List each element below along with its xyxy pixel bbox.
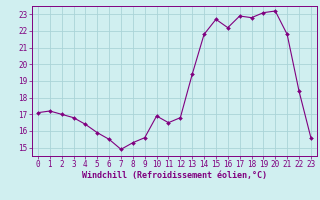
- X-axis label: Windchill (Refroidissement éolien,°C): Windchill (Refroidissement éolien,°C): [82, 171, 267, 180]
